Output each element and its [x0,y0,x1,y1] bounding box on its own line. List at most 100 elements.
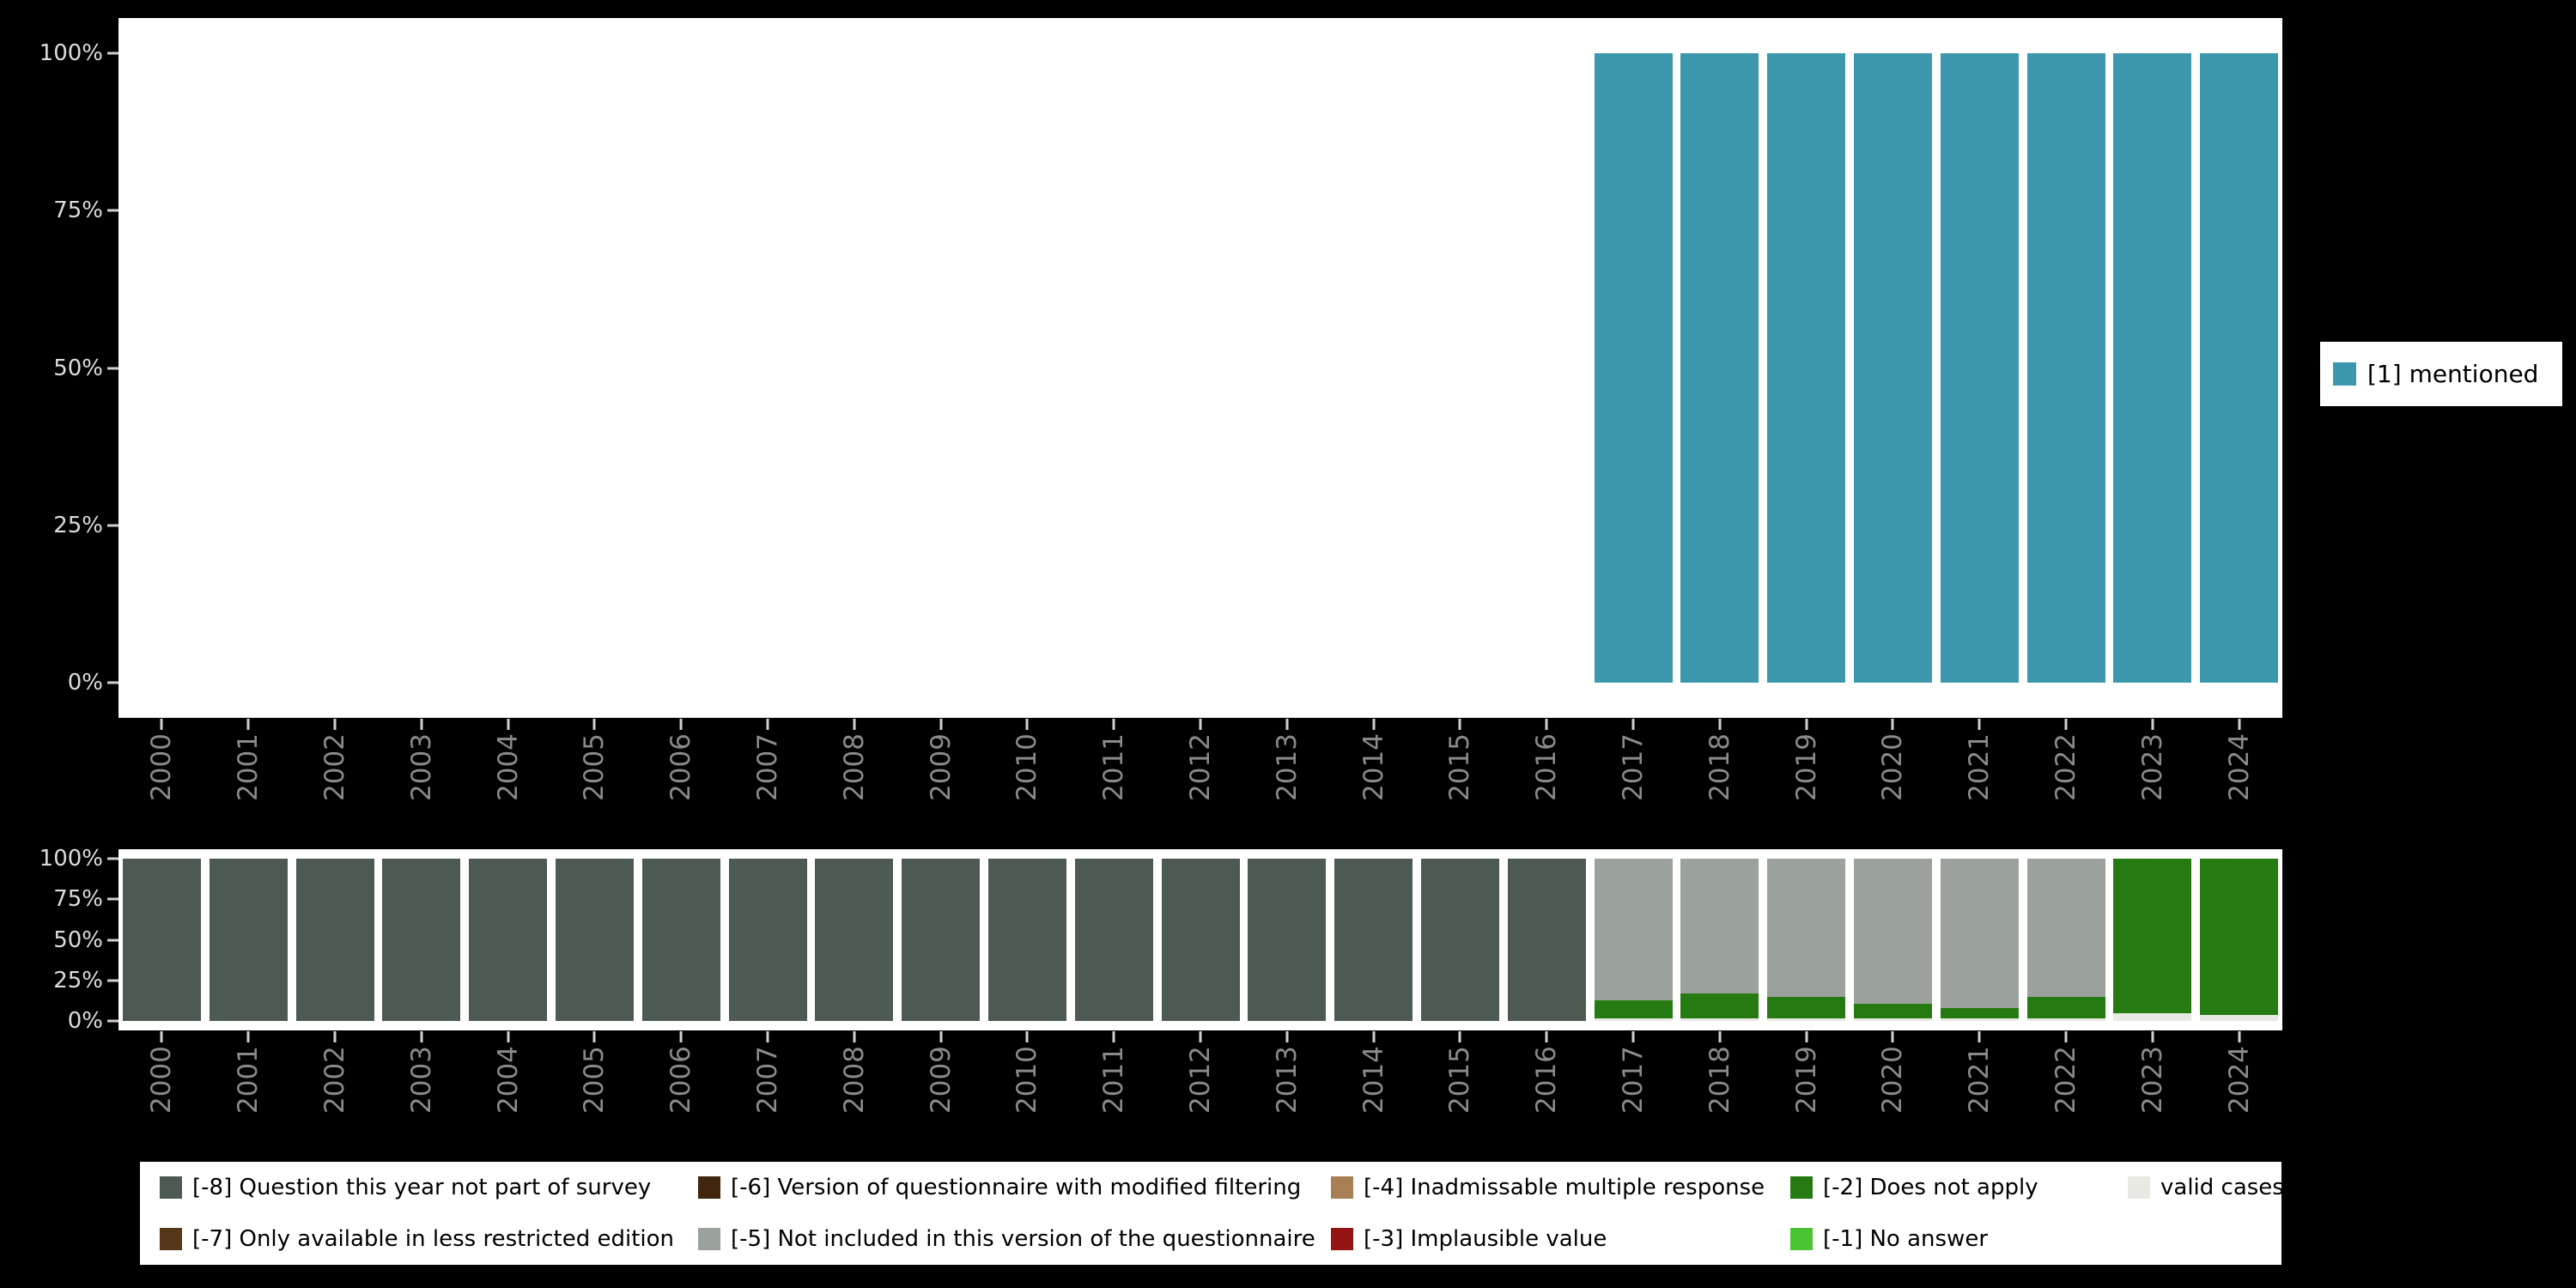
missing-values-stacked-bar [2113,858,2192,1022]
mentioned-bar [1940,52,2019,683]
y-axis-tick-label: 50% [53,355,103,381]
stack-segment [2026,858,2105,997]
stack-segment [1594,858,1673,1000]
stack-segment [382,858,461,1022]
stack-segment [1074,858,1153,1022]
stack-segment [2026,1018,2105,1022]
missing-values-stacked-bar [209,858,288,1022]
missing-values-stacked-bar [2026,858,2105,1022]
x-axis-tick [2151,1031,2154,1042]
x-axis-year-label: 2018 [1704,1046,1735,1114]
x-axis-tick [766,1031,769,1042]
x-axis-tick [160,1031,163,1042]
x-axis-year-label: 2019 [1790,1046,1822,1114]
x-axis-year-label: 2022 [2050,733,2081,801]
legend-item: [-4] Inadmissable multiple response [1331,1175,1790,1200]
x-axis-tick [333,1031,337,1042]
x-axis-tick [1458,719,1461,730]
x-axis-tick [1978,1031,1981,1042]
y-axis-tick [107,524,118,527]
y-axis-tick-label: 100% [39,845,103,872]
x-axis-year-label: 2014 [1358,1046,1389,1114]
x-axis-tick [679,1031,683,1042]
mentioned-bar [2200,52,2279,683]
x-axis-year-label: 2001 [233,1046,264,1114]
x-axis-tick [592,1031,596,1042]
x-axis-year-label: 2000 [146,1046,178,1114]
stack-segment [1853,1003,1932,1018]
missing-values-stacked-bar [122,858,201,1022]
x-axis-tick [2064,1031,2068,1042]
mentioned-bar [2113,52,2192,683]
y-axis-tick [107,1019,118,1023]
x-axis-year-label: 2013 [1271,733,1303,801]
y-axis-tick-label: 75% [53,197,103,224]
x-axis-tick [2238,719,2241,730]
x-axis-tick [1545,1031,1548,1042]
x-axis-tick [1978,719,1981,730]
stack-segment [2113,1012,2192,1022]
x-axis-year-label: 2017 [1618,1046,1649,1114]
x-axis-tick [1631,719,1635,730]
x-axis-year-label: 2021 [1964,733,1996,801]
x-axis-tick [853,719,856,730]
stack-segment [2113,858,2192,1013]
x-axis-year-label: 2002 [319,733,350,801]
x-axis-tick [1891,719,1894,730]
x-axis-year-label: 2006 [665,1046,697,1114]
x-axis-tick [1285,719,1289,730]
stack-segment [2200,1014,2279,1022]
y-axis-tick-label: 25% [53,967,103,993]
x-axis-tick [507,719,510,730]
x-axis-year-label: 2010 [1012,733,1043,801]
legend-item: [-8] Question this year not part of surv… [160,1175,698,1200]
legend-item-label: [-1] No answer [1823,1226,1989,1252]
missing-values-stacked-bar [902,858,981,1022]
missing-values-stacked-bar [1940,858,2019,1022]
y-axis-tick [107,52,118,55]
x-axis-year-label: 2010 [1012,1046,1043,1114]
x-axis-tick [1545,719,1548,730]
x-axis-tick [2064,719,2068,730]
x-axis-tick [1372,719,1376,730]
x-axis-tick [1718,1031,1722,1042]
mentioned-bar [1853,52,1932,683]
stack-segment [1594,999,1673,1018]
stack-segment [295,858,374,1022]
x-axis-year-label: 2005 [579,1046,611,1114]
x-axis-year-label: 2015 [1444,733,1476,801]
legend-item: [-3] Implausible value [1331,1226,1790,1252]
stack-segment [2200,858,2279,1015]
x-axis-year-label: 2014 [1358,733,1389,801]
missing-values-stacked-bar [1074,858,1153,1022]
x-axis-year-label: 2009 [925,733,957,801]
x-axis-year-label: 2007 [752,733,783,801]
stack-segment [1594,1018,1673,1022]
x-axis-year-label: 2017 [1618,733,1649,801]
mentioned-bar [1680,52,1759,683]
stack-segment [1767,1018,1846,1022]
legend-item-label: [-8] Question this year not part of surv… [192,1175,652,1200]
legend-item: [-2] Does not apply [1790,1175,2128,1200]
y-axis-tick-label: 0% [67,670,103,696]
x-axis-tick [507,1031,510,1042]
x-axis-year-label: 2011 [1098,733,1130,801]
m4-legend-swatch [1331,1176,1353,1199]
mentioned-bar [1594,52,1673,683]
valid-legend-swatch [2128,1176,2150,1199]
x-axis-year-label: 2004 [492,733,524,801]
y-axis-tick-label: 50% [53,927,103,953]
m7-legend-swatch [160,1228,182,1250]
legend-item-label: [-3] Implausible value [1364,1226,1607,1252]
mentioned-legend-label: [1] mentioned [2367,360,2539,388]
missing-values-stacked-bar [382,858,461,1022]
missing-values-stacked-bar [641,858,720,1022]
mentioned-bar [2026,52,2105,683]
missing-values-stacked-bar [1507,858,1586,1022]
stack-segment [555,858,634,1022]
x-axis-tick [160,719,163,730]
m5-legend-swatch [698,1228,720,1250]
stack-segment [209,858,288,1022]
stack-segment [728,858,807,1022]
x-axis-tick [1372,1031,1376,1042]
